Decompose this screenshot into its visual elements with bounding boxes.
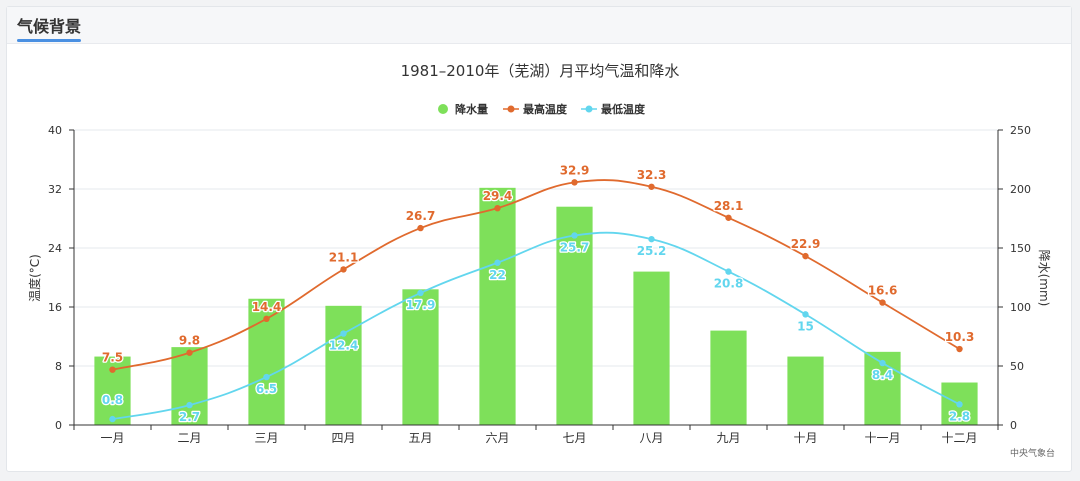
high-temp-point[interactable] (340, 266, 346, 272)
x-tick-label: 五月 (408, 431, 432, 445)
high-temp-point[interactable] (571, 179, 577, 185)
low-temp-data-label: 20.8 (714, 277, 744, 291)
precip-bars (94, 188, 977, 425)
y-right-tick-label: 150 (1010, 242, 1031, 255)
high-temp-data-label: 29.4 (483, 189, 513, 203)
high-temp-point[interactable] (263, 316, 269, 322)
high-temp-data-label: 32.9 (560, 163, 590, 177)
y-right-tick-label: 200 (1010, 183, 1031, 196)
x-tick-label: 十一月 (864, 431, 900, 445)
low-temp-point[interactable] (571, 232, 577, 238)
x-tick-label: 八月 (639, 431, 663, 445)
high-temp-data-label: 10.3 (945, 330, 975, 344)
low-temp-point[interactable] (494, 260, 500, 266)
x-tick-label: 二月 (177, 431, 201, 445)
low-temp-data-label: 6.5 (256, 382, 277, 396)
x-tick-label: 九月 (716, 431, 740, 445)
high-temp-point[interactable] (186, 350, 192, 356)
low-temp-data-label: 25.2 (637, 244, 667, 258)
legend-item-precip[interactable]: 降水量 (438, 102, 488, 116)
x-tick-label: 六月 (485, 431, 509, 445)
high-temp-line (113, 180, 960, 370)
legend-high-label: 最高温度 (523, 102, 568, 116)
data-labels: 7.5 9.8 14.4 21.1 26.7 29.4 32.9 32.3 28.1 22.9 16… (102, 163, 974, 424)
low-temp-data-label: 25.7 (560, 240, 590, 254)
low-temp-data-label: 12.4 (329, 339, 359, 353)
low-temp-data-label: 2.8 (949, 409, 970, 423)
x-tick-label: 一月 (100, 431, 124, 445)
low-temp-point[interactable] (956, 401, 962, 407)
precip-bar[interactable] (479, 188, 515, 425)
high-temp-data-label: 7.5 (102, 351, 123, 365)
precip-bar[interactable] (710, 331, 746, 425)
high-temp-point[interactable] (494, 205, 500, 211)
legend: 降水量 最高温度 最低温度 (438, 102, 646, 116)
high-temp-point[interactable] (648, 184, 654, 190)
y-right-axis-label: 降水(mm) (1037, 250, 1051, 307)
high-temp-data-label: 28.1 (714, 199, 744, 213)
legend-precip-label: 降水量 (455, 102, 488, 116)
source-credit: 中央气象台 (1010, 447, 1055, 459)
low-temp-point[interactable] (725, 268, 731, 274)
legend-low-label: 最低温度 (601, 102, 646, 116)
low-temp-point[interactable] (648, 236, 654, 242)
y-left-tick-label: 8 (55, 360, 62, 373)
precip-bar[interactable] (556, 207, 592, 425)
y-right-tick-label: 0 (1010, 419, 1017, 432)
y-left-tick-label: 32 (48, 183, 62, 196)
y-right-tick-label: 50 (1010, 360, 1024, 373)
high-temp-data-label: 9.8 (179, 334, 200, 348)
low-temp-point[interactable] (109, 416, 115, 422)
legend-item-high[interactable]: 最高温度 (503, 102, 568, 116)
low-temp-data-label: 22 (489, 268, 506, 282)
chart-title: 1981–2010年（芜湖）月平均气温和降水 (401, 62, 680, 80)
y-left-tick-label: 40 (48, 124, 62, 137)
low-temp-line (113, 233, 960, 419)
temperature-lines (109, 179, 962, 422)
high-temp-data-label: 22.9 (791, 237, 821, 251)
x-tick-label: 十二月 (941, 431, 977, 445)
y-left-tick-label: 24 (48, 242, 62, 255)
low-temp-point[interactable] (879, 360, 885, 366)
low-temp-point[interactable] (263, 374, 269, 380)
y-right-tick-label: 250 (1010, 124, 1031, 137)
high-temp-point[interactable] (879, 299, 885, 305)
high-temp-point[interactable] (802, 253, 808, 259)
x-tick-label: 七月 (562, 431, 586, 445)
low-temp-point[interactable] (417, 290, 423, 296)
legend-precip-swatch (438, 104, 448, 114)
high-temp-data-label: 26.7 (406, 209, 436, 223)
high-temp-data-label: 14.4 (252, 300, 282, 314)
precip-bar[interactable] (787, 357, 823, 425)
y-left-axis-label: 温度(°C) (27, 254, 42, 302)
low-temp-point[interactable] (186, 402, 192, 408)
low-temp-point[interactable] (802, 311, 808, 317)
low-temp-data-label: 15 (797, 319, 814, 333)
precip-bar[interactable] (325, 306, 361, 425)
legend-low-marker (586, 106, 593, 113)
x-tick-label: 四月 (331, 431, 355, 445)
low-temp-point[interactable] (340, 330, 346, 336)
high-temp-point[interactable] (956, 346, 962, 352)
legend-high-marker (508, 106, 515, 113)
y-left-tick-label: 16 (48, 301, 62, 314)
grid-lines (74, 130, 998, 425)
high-temp-data-label: 16.6 (868, 284, 898, 298)
low-temp-data-label: 8.4 (872, 368, 893, 382)
y-left-tick-label: 0 (55, 419, 62, 432)
precip-bar[interactable] (633, 272, 669, 425)
high-temp-data-label: 32.3 (637, 168, 667, 182)
legend-item-low[interactable]: 最低温度 (581, 102, 646, 116)
low-temp-data-label: 0.8 (102, 393, 123, 407)
high-temp-point[interactable] (725, 215, 731, 221)
low-temp-data-label: 2.7 (179, 410, 200, 424)
high-temp-data-label: 21.1 (329, 250, 359, 264)
high-temp-point[interactable] (417, 225, 423, 231)
x-tick-label: 十月 (793, 431, 817, 445)
x-tick-label: 三月 (254, 431, 278, 445)
high-temp-point[interactable] (109, 366, 115, 372)
low-temp-data-label: 17.9 (406, 298, 436, 312)
y-right-tick-label: 100 (1010, 301, 1031, 314)
